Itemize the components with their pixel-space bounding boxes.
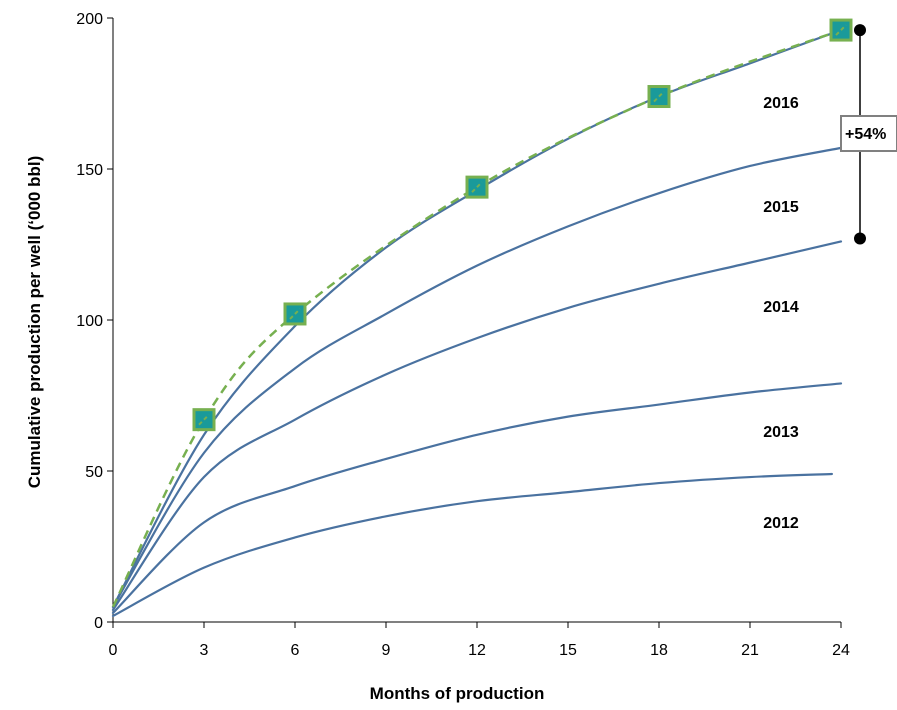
x-tick-label: 18 — [650, 642, 668, 659]
series-line-2015 — [111, 146, 843, 608]
series-line-2012 — [111, 472, 833, 618]
y-axis-title: Cumulative production per well (‘000 bbl… — [25, 156, 44, 489]
x-tick-label: 3 — [200, 642, 209, 659]
series-label-2015: 2015 — [763, 199, 799, 216]
x-tick-label: 9 — [382, 642, 391, 659]
marker-dash — [471, 181, 483, 193]
series-line-2013 — [111, 382, 843, 615]
callout-box — [840, 115, 897, 152]
x-tick-label: 24 — [832, 642, 850, 659]
x-axis-title: Months of production — [370, 684, 545, 703]
y-tick-label: 150 — [76, 162, 103, 179]
marker-dash — [289, 308, 301, 320]
callout-dot-top — [854, 24, 866, 37]
series-label-2013: 2013 — [763, 424, 799, 441]
callout-dot-bottom — [854, 232, 866, 245]
growth-callout: +54% — [840, 24, 897, 245]
x-tick-label: 6 — [291, 642, 300, 659]
marker-dash — [653, 90, 665, 103]
dashed-trend-line — [111, 28, 842, 608]
y-tick-label: 200 — [76, 11, 103, 28]
series-label-2016: 2016 — [763, 95, 799, 112]
axes: 0 50 100 150 200 0 3 6 9 12 15 18 21 24 — [76, 11, 850, 659]
x-tick-label: 21 — [741, 642, 759, 659]
markers — [111, 18, 853, 608]
callout-text: +54% — [845, 126, 886, 143]
series-labels: 2012 2013 2014 2015 2016 — [763, 95, 799, 532]
x-tick-label: 15 — [559, 642, 577, 659]
marker-dash — [198, 413, 210, 426]
y-tick-label: 0 — [94, 615, 103, 632]
x-tick-label: 0 — [109, 642, 118, 659]
series-lines — [111, 28, 843, 618]
marker-dash — [835, 24, 847, 36]
x-tick-label: 12 — [468, 642, 486, 659]
y-tick-label: 50 — [85, 464, 103, 481]
series-line-2016 — [111, 28, 843, 608]
y-tick-label: 100 — [76, 313, 103, 330]
series-label-2012: 2012 — [763, 515, 799, 532]
series-label-2014: 2014 — [763, 299, 799, 316]
series-line-2014 — [111, 240, 843, 612]
